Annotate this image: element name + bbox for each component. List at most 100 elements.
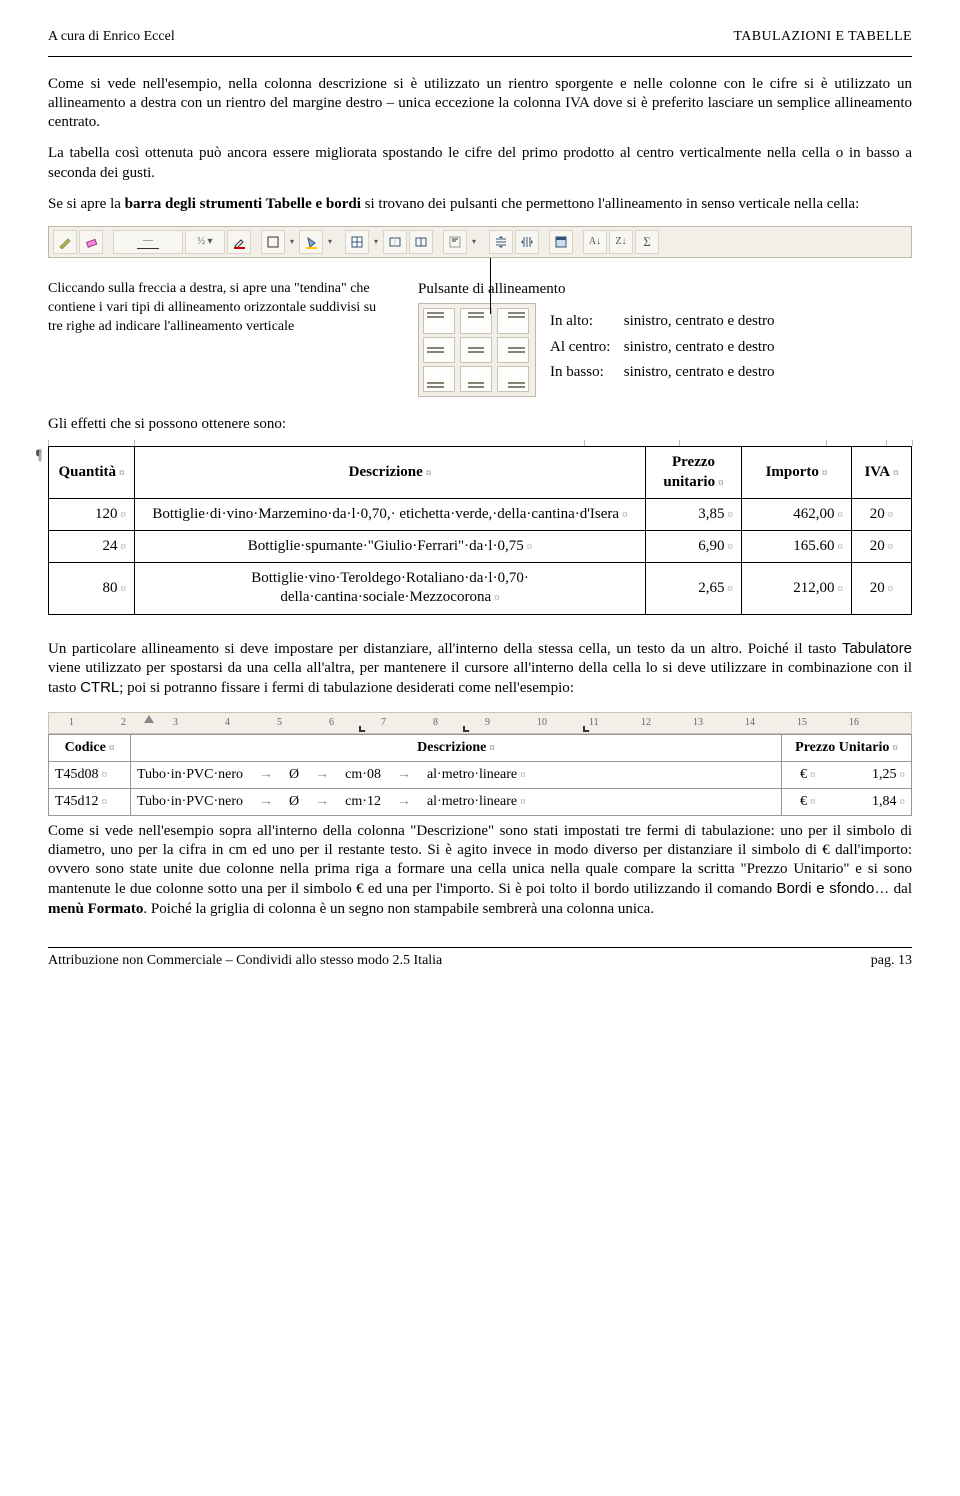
eraser-icon[interactable] [79,230,103,254]
align-cell-icon[interactable] [443,230,467,254]
table-header-cell: Descrizione [135,447,646,498]
paragraph-3: Se si apre la barra degli strumenti Tabe… [48,195,912,214]
desc-cell: Bottiglie·vino·Teroldego·Rotaliano·da·l·… [135,563,646,614]
ruler-number: 14 [745,717,755,730]
ruler-number: 1 [69,717,74,730]
header-left: A cura di Enrico Eccel [48,28,175,46]
pencil-icon[interactable] [53,230,77,254]
header-right: TABULAZIONI E TABELLE [733,28,912,46]
table-autoformat-icon[interactable] [549,230,573,254]
ruler-number: 15 [797,717,807,730]
merge-cells-icon[interactable] [383,230,407,254]
table-header-row: QuantitàDescrizionePrezzounitarioImporto… [49,447,912,498]
align-mid-center-icon[interactable] [460,337,492,363]
alignment-explain-text: Cliccando sulla freccia a destra, si apr… [48,280,388,399]
pilcrow-icon: ¶ [36,446,42,612]
alignment-section: Cliccando sulla freccia a destra, si apr… [48,280,912,399]
ruler-number: 9 [485,717,490,730]
code-cell: T45d08 [49,762,131,789]
align-row-label: Al centro: [550,338,620,357]
qty-cell: 80 [49,563,135,614]
table-header-row: CodiceDescrizionePrezzo Unitario [49,735,912,762]
align-mid-right-icon[interactable] [497,337,529,363]
dropdown-icon[interactable]: ▾ [469,237,479,247]
paragraph-4: Un particolare allineamento si deve impo… [48,639,912,699]
amount-cell: 212,00 [742,563,852,614]
table-row: 80Bottiglie·vino·Teroldego·Rotaliano·da·… [49,563,912,614]
desc-cell: Tubo·in·PVC·nero→Ø→cm·08→al·metro·linear… [131,762,782,789]
ruler-number: 8 [433,717,438,730]
fill-color-icon[interactable] [299,230,323,254]
align-bot-left-icon[interactable] [423,366,455,392]
ruler-number: 7 [381,717,386,730]
align-top-center-icon[interactable] [460,308,492,334]
paragraph-1: Come si vede nell'esempio, nella colonna… [48,75,912,133]
vat-cell: 20 [852,530,912,562]
align-top-right-icon[interactable] [497,308,529,334]
line-weight-dropdown[interactable]: ½ ▾ [185,230,225,254]
distribute-rows-icon[interactable] [489,230,513,254]
indent-marker-icon[interactable] [144,715,154,723]
sort-desc-icon[interactable]: Z↓ [609,230,633,254]
alignment-popup[interactable] [418,303,536,397]
align-top-left-icon[interactable] [423,308,455,334]
align-row-label: In basso: [550,363,620,382]
alignment-caption: Pulsante di allineamento [418,280,912,299]
tab-stop-icon[interactable] [359,726,365,732]
example-table-1: QuantitàDescrizionePrezzounitarioImporto… [48,446,912,614]
ruler-number: 16 [849,717,859,730]
footer-right: pag. 13 [871,952,912,970]
footer-left: Attribuzione non Commerciale – Condividi… [48,952,442,970]
qty-cell: 120 [49,498,135,530]
table-header-cell: Importo [742,447,852,498]
price-cell: 6,90 [646,530,742,562]
table-header-cell: IVA [852,447,912,498]
price-cell: 3,85 [646,498,742,530]
border-color-icon[interactable] [227,230,251,254]
align-bot-right-icon[interactable] [497,366,529,392]
sort-asc-icon[interactable]: A↓ [583,230,607,254]
currency-cell: € [782,788,822,815]
vat-cell: 20 [852,498,912,530]
line-style-dropdown[interactable]: — [113,230,183,254]
table-header-cell: Quantità [49,447,135,498]
example-table-1-wrap: ¶ QuantitàDescrizionePrezzounitarioImpor… [48,446,912,614]
dropdown-icon[interactable]: ▾ [287,237,297,247]
paragraph-2: La tabella così ottenuta può ancora esse… [48,144,912,182]
table-row: 24Bottiglie·spumante·"Giulio·Ferrari"·da… [49,530,912,562]
align-row-label: In alto: [550,312,620,331]
column-guides [48,440,912,446]
table-header-cell: Prezzo Unitario [782,735,912,762]
autosum-icon[interactable]: Σ [635,230,659,254]
align-row-text: sinistro, centrato e destro [624,339,775,355]
paragraph-5: Come si vede nell'esempio sopra all'inte… [48,822,912,919]
callout-line [490,258,491,314]
outside-border-icon[interactable] [261,230,285,254]
horizontal-ruler[interactable]: 12345678910111213141516 [48,712,912,734]
tab-stop-icon[interactable] [583,726,589,732]
table-row: T45d12Tubo·in·PVC·nero→Ø→cm·12→al·metro·… [49,788,912,815]
ruler-number: 12 [641,717,651,730]
tab-stop-icon[interactable] [463,726,469,732]
dropdown-icon[interactable]: ▾ [371,237,381,247]
desc-cell: Bottiglie·spumante·"Giulio·Ferrari"·da·l… [135,530,646,562]
dropdown-icon[interactable]: ▾ [325,237,335,247]
amount-cell: 462,00 [742,498,852,530]
align-mid-left-icon[interactable] [423,337,455,363]
header-rule [48,56,912,57]
ruler-number: 2 [121,717,126,730]
align-bot-center-icon[interactable] [460,366,492,392]
split-cells-icon[interactable] [409,230,433,254]
align-row-text: sinistro, centrato e destro [624,364,775,380]
footer-rule [48,947,912,948]
insert-table-icon[interactable] [345,230,369,254]
distribute-cols-icon[interactable] [515,230,539,254]
price-cell: 1,25 [822,762,912,789]
page-header: A cura di Enrico Eccel TABULAZIONI E TAB… [48,28,912,46]
currency-cell: € [782,762,822,789]
qty-cell: 24 [49,530,135,562]
table-header-cell: Prezzounitario [646,447,742,498]
price-cell: 1,84 [822,788,912,815]
price-cell: 2,65 [646,563,742,614]
ruler-number: 10 [537,717,547,730]
